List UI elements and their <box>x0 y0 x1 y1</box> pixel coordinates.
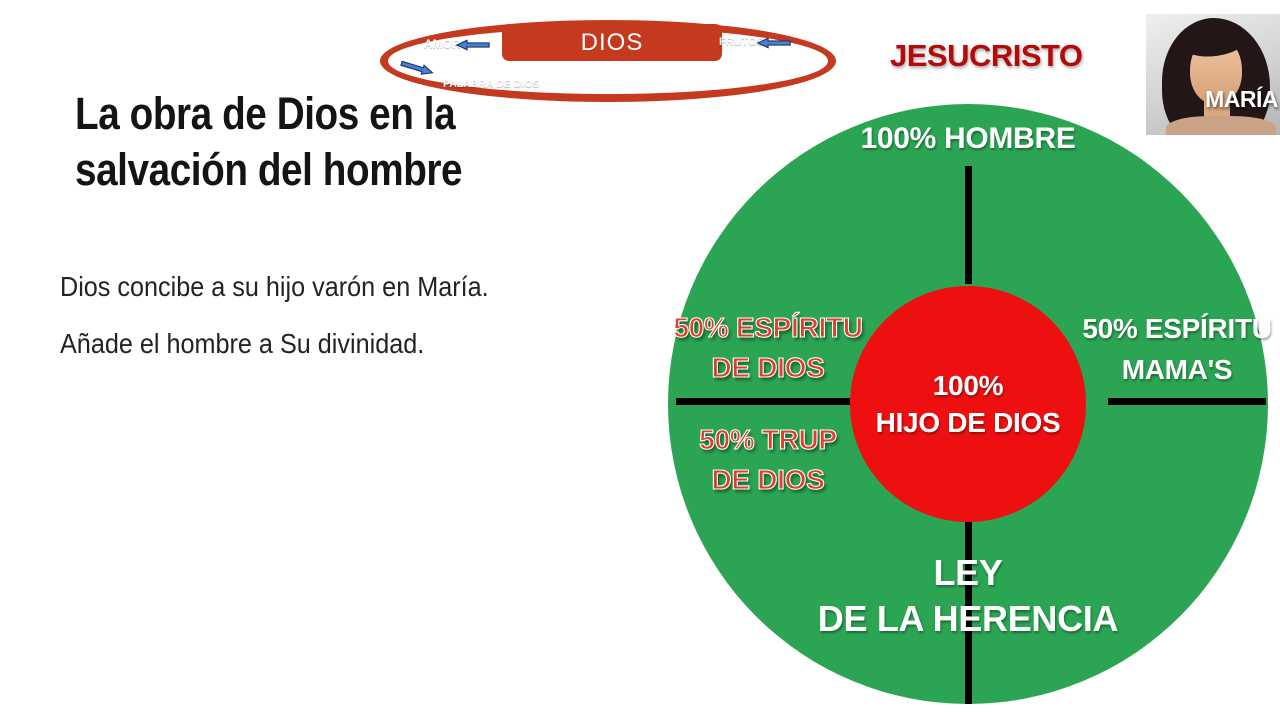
body-line-1: Dios concibe a su hijo varón en María. <box>60 271 489 302</box>
label-50-espiritu-de-dios: 50% ESPÍRITU DE DIOS <box>662 308 874 388</box>
page-title: La obra de Dios en la salvación del homb… <box>75 86 557 198</box>
maria-shoulder-shape <box>1166 116 1276 135</box>
label-100-hijo-de-dios: 100% HIJO DE DIOS <box>876 367 1061 441</box>
label-50-espiritu-mamas-line-1: 50% ESPÍRITU <box>1082 313 1272 344</box>
label-50-trup-de-dios-line-2: DE DIOS <box>711 463 825 495</box>
amor-arrow-icon <box>456 39 490 51</box>
label-ley-line-1: LEY <box>933 552 1003 593</box>
jesucristo-heading: JESUCRISTO <box>890 38 1083 73</box>
label-hijo-line-1: 100% <box>932 370 1004 401</box>
cross-line-bottom <box>965 522 972 704</box>
label-50-trup-de-dios-line-1: 50% TRUP <box>699 423 838 455</box>
maria-photo: MARÍA <box>1146 14 1280 135</box>
amor-label: AMOR <box>424 37 461 51</box>
frutos-label: FRUTOS <box>719 36 765 48</box>
maria-label: MARÍA <box>1205 86 1278 112</box>
label-50-espiritu-mamas-line-2: MAMA'S <box>1121 354 1233 385</box>
dios-label: DIOS <box>580 28 644 56</box>
jesucristo-circle-diagram: 100% HOMBRE 50% ESPÍRITU DE DIOS 50% TRU… <box>668 104 1272 704</box>
dios-box: DIOS <box>502 24 722 61</box>
cross-line-right <box>1108 398 1266 405</box>
title-line-2: salvación del hombre <box>75 144 463 195</box>
label-50-trup-de-dios: 50% TRUP DE DIOS <box>662 420 874 500</box>
body-line-2: Añade el hombre a Su divinidad. <box>60 328 425 359</box>
label-hijo-line-2: HIJO DE DIOS <box>875 407 1061 438</box>
body-text: Dios concibe a su hijo varón en María. A… <box>60 258 564 372</box>
hijo-de-dios-circle: 100% HIJO DE DIOS <box>850 286 1086 522</box>
label-ley-line-2: DE LA HERENCIA <box>817 598 1119 639</box>
palabra-de-dios-label: PALABRA DE DIOS <box>443 78 540 90</box>
cross-line-left <box>676 398 850 405</box>
cross-line-top <box>965 166 972 284</box>
palabra-arrow-icon <box>400 60 434 75</box>
label-100-hombre: 100% HOMBRE <box>860 122 1076 155</box>
label-50-espiritu-mamas: 50% ESPÍRITU MAMA'S <box>1074 308 1280 390</box>
label-ley-de-la-herencia: LEY DE LA HERENCIA <box>668 550 1268 642</box>
label-50-espiritu-de-dios-line-1: 50% ESPÍRITU <box>673 311 864 343</box>
label-50-espiritu-de-dios-line-2: DE DIOS <box>711 351 825 383</box>
frutos-arrow-icon <box>757 37 791 49</box>
title-line-1: La obra de Dios en la <box>75 88 456 139</box>
